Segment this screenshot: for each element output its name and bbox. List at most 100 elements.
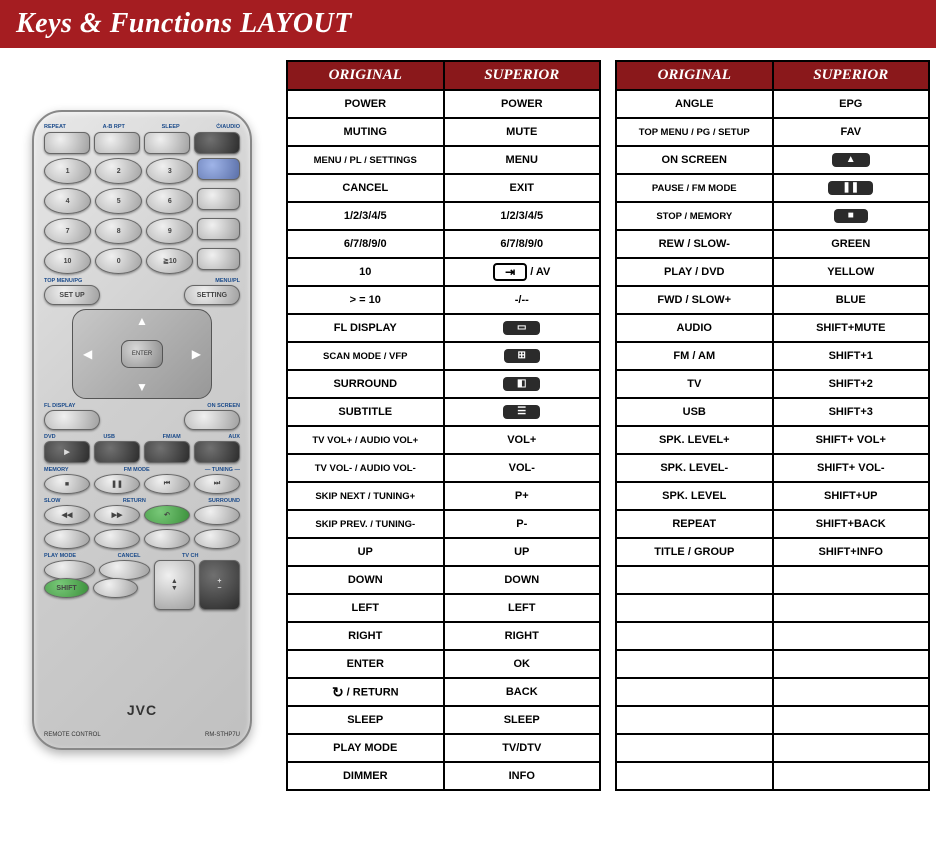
table-row: ↺ / RETURNBACK (287, 678, 600, 706)
cell-original: ANGLE (616, 90, 773, 118)
table-row: DOWNDOWN (287, 566, 600, 594)
table-row: LEFTLEFT (287, 594, 600, 622)
cell-original: 10 (287, 258, 444, 286)
cell-superior: MENU (444, 146, 601, 174)
cell-original: ON SCREEN (616, 146, 773, 174)
table-row: > = 10-/-- (287, 286, 600, 314)
table-row (616, 650, 929, 678)
cell-original: UP (287, 538, 444, 566)
cell-superior: EXIT (444, 174, 601, 202)
cell-original: SKIP NEXT / TUNING+ (287, 482, 444, 510)
cell-superior: -/-- (444, 286, 601, 314)
table-row: REW / SLOW-GREEN (616, 230, 929, 258)
cell-original: MENU / PL / SETTINGS (287, 146, 444, 174)
col-header-original: ORIGINAL (616, 61, 773, 90)
table-row: STOP / MEMORY■ (616, 202, 929, 230)
table-row: SURROUND ◧ (287, 370, 600, 398)
cell-original: SPK. LEVEL+ (616, 426, 773, 454)
cell-original: > = 10 (287, 286, 444, 314)
cell-superior (773, 678, 930, 706)
cell-superior: ■ (773, 202, 930, 230)
table-row: DIMMERINFO (287, 762, 600, 790)
cell-original: FWD / SLOW+ (616, 286, 773, 314)
button-glyph-icon: ◧ (503, 377, 540, 391)
cell-original (616, 706, 773, 734)
cell-original: SPK. LEVEL- (616, 454, 773, 482)
table-row: ON SCREEN▲ (616, 146, 929, 174)
cell-superior: OK (444, 650, 601, 678)
cell-superior: VOL+ (444, 426, 601, 454)
cell-original: DOWN (287, 566, 444, 594)
table-row (616, 706, 929, 734)
table-row: FWD / SLOW+BLUE (616, 286, 929, 314)
cell-original: 1/2/3/4/5 (287, 202, 444, 230)
cell-superior: BACK (444, 678, 601, 706)
cell-superior: GREEN (773, 230, 930, 258)
cell-original (616, 762, 773, 790)
cell-original: SURROUND (287, 370, 444, 398)
cell-original: 6/7/8/9/0 (287, 230, 444, 258)
cell-superior: ☰ (444, 398, 601, 426)
cell-superior (773, 706, 930, 734)
button-glyph-icon: ☰ (503, 405, 540, 419)
table-row: SUBTITLE☰ (287, 398, 600, 426)
remote-model-text-left: REMOTE CONTROL (44, 732, 101, 738)
table-row: AUDIOSHIFT+MUTE (616, 314, 929, 342)
cell-original: SCAN MODE / VFP (287, 342, 444, 370)
table-row (616, 594, 929, 622)
cell-original: POWER (287, 90, 444, 118)
return-icon: ↺ (332, 684, 344, 701)
cell-superior: 1/2/3/4/5 (444, 202, 601, 230)
cell-superior: ⇥ / AV (444, 258, 601, 286)
cell-original: FL DISPLAY (287, 314, 444, 342)
table-row: SLEEPSLEEP (287, 706, 600, 734)
table-row: PAUSE / FM MODE ❚❚ (616, 174, 929, 202)
cell-superior: TV/DTV (444, 734, 601, 762)
table-row: CANCELEXIT (287, 174, 600, 202)
cell-original: PLAY / DVD (616, 258, 773, 286)
table-row: SPK. LEVEL-SHIFT+ VOL- (616, 454, 929, 482)
cell-original (616, 734, 773, 762)
col-header-superior: SUPERIOR (444, 61, 601, 90)
table-row: TV VOL- / AUDIO VOL-VOL- (287, 454, 600, 482)
button-glyph-icon: ❚❚ (828, 181, 873, 195)
cell-superior: ▭ (444, 314, 601, 342)
table-row: 10⇥ / AV (287, 258, 600, 286)
cell-original: REW / SLOW- (616, 230, 773, 258)
button-glyph-icon: ⊞ (504, 349, 540, 363)
cell-superior: ◧ (444, 370, 601, 398)
remote-brand: JVC (34, 702, 250, 718)
cell-superior: SHIFT+2 (773, 370, 930, 398)
cell-superior: EPG (773, 90, 930, 118)
cell-original: TV VOL+ / AUDIO VOL+ (287, 426, 444, 454)
cell-superior: SHIFT+BACK (773, 510, 930, 538)
cell-superior: VOL- (444, 454, 601, 482)
cell-superior: INFO (444, 762, 601, 790)
table-row (616, 762, 929, 790)
table-row: PLAY MODETV/DTV (287, 734, 600, 762)
cell-superior: UP (444, 538, 601, 566)
cell-superior: P+ (444, 482, 601, 510)
table-row (616, 734, 929, 762)
table-row: REPEATSHIFT+BACK (616, 510, 929, 538)
page-title: Keys & Functions LAYOUT (0, 0, 936, 48)
input-icon: ⇥ (493, 263, 527, 281)
table-row: SKIP PREV. / TUNING-P- (287, 510, 600, 538)
cell-superior: LEFT (444, 594, 601, 622)
table-row: PLAY / DVDYELLOW (616, 258, 929, 286)
cell-superior (773, 650, 930, 678)
cell-original (616, 678, 773, 706)
cell-superior: FAV (773, 118, 930, 146)
remote-control-image: REPEATA-B RPTSLEEP⏻/AUDIO 123 456 789 10… (32, 110, 252, 750)
cell-original: DIMMER (287, 762, 444, 790)
cell-superior: ❚❚ (773, 174, 930, 202)
table-row: SPK. LEVEL+SHIFT+ VOL+ (616, 426, 929, 454)
table-row: POWERPOWER (287, 90, 600, 118)
table-row (616, 678, 929, 706)
cell-superior (773, 622, 930, 650)
cell-original: PAUSE / FM MODE (616, 174, 773, 202)
table-row: FL DISPLAY▭ (287, 314, 600, 342)
table-row: 6/7/8/9/06/7/8/9/0 (287, 230, 600, 258)
cell-original: SKIP PREV. / TUNING- (287, 510, 444, 538)
col-header-original: ORIGINAL (287, 61, 444, 90)
